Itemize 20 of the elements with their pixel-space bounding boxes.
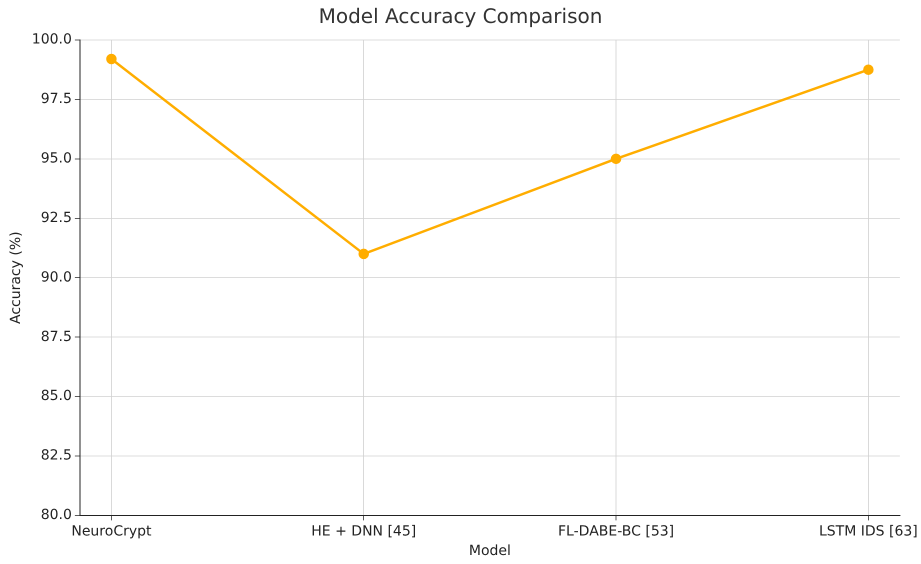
point <box>610 154 622 164</box>
y-tick-label: 87.5 <box>40 328 72 345</box>
point <box>358 248 369 260</box>
y-tick-label: 85.0 <box>40 388 72 404</box>
point <box>863 64 874 75</box>
y-tick-label: 92.5 <box>40 210 72 226</box>
y-tick-label: 100.0 <box>32 32 72 48</box>
y-tick-label: 82.5 <box>40 448 72 464</box>
x-tick-label: HE + DNN [45] <box>311 523 416 540</box>
x-tick-label: FL-DABE-BC [53] <box>558 523 674 540</box>
x-tick-label: LSTM IDS [63] <box>818 523 918 540</box>
y-tick-label: 95.0 <box>40 150 72 166</box>
x-axis-title: Model <box>468 543 511 560</box>
x-tick-label: NeuroCrypt <box>71 523 152 540</box>
y-tick-label: 90.0 <box>40 269 72 286</box>
point <box>106 54 117 64</box>
y-tick-label: 97.5 <box>40 91 72 108</box>
y-axis-title: Accuracy (%) <box>8 231 24 324</box>
y-tick-label: 80.0 <box>40 507 72 524</box>
chart-title: Model Accuracy Comparison <box>318 4 602 28</box>
